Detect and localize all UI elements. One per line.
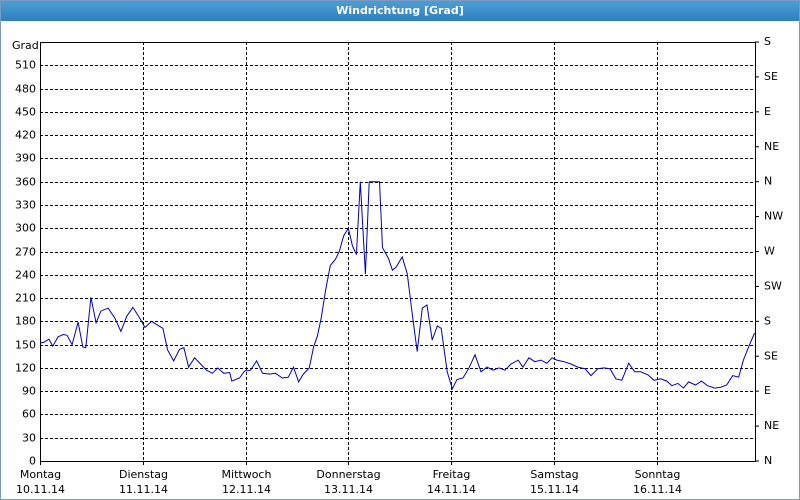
y-tick-label: 90 — [22, 385, 36, 398]
x-tick-label: Donnerstag — [316, 468, 380, 481]
x-tick-label: Freitag — [433, 468, 471, 481]
y2-tick-label: NW — [764, 210, 783, 223]
y2-tick-label: NE — [764, 140, 779, 153]
y2-tick-label: SW — [764, 279, 782, 292]
x-tick-date: 13.11.14 — [324, 483, 373, 496]
y2-tick-label: N — [764, 454, 772, 467]
x-tick-label: Montag — [20, 468, 61, 481]
x-tick-date: 16.11.14 — [633, 483, 682, 496]
y2-tick-label: E — [764, 384, 771, 397]
x-tick-date: 10.11.14 — [16, 483, 65, 496]
y-tick-label: 60 — [22, 408, 36, 421]
plot-frame — [40, 42, 756, 462]
y-tick-label: 210 — [15, 292, 36, 305]
y-tick-label: 360 — [15, 176, 36, 189]
x-tick-label: Mittwoch — [222, 468, 272, 481]
y2-tick-label: N — [764, 175, 772, 188]
y2-tick-label: SE — [764, 70, 778, 83]
y-axis-label: Grad — [12, 39, 39, 52]
x-tick-label: Dienstag — [119, 468, 168, 481]
data-line — [39, 181, 756, 391]
y-tick-label: 420 — [15, 129, 36, 142]
y-tick-label: 480 — [15, 83, 36, 96]
y-tick-label: 120 — [15, 362, 36, 375]
y-tick-label: 150 — [15, 339, 36, 352]
chart-title: Windrichtung [Grad] — [336, 4, 464, 17]
y2-tick-label: SE — [764, 349, 778, 362]
y-tick-label: 510 — [15, 59, 36, 72]
y-tick-label: 270 — [15, 246, 36, 259]
x-tick-date: 12.11.14 — [222, 483, 271, 496]
y2-tick-label: W — [764, 245, 775, 258]
y-tick-label: 180 — [15, 315, 36, 328]
y-tick-label: 450 — [15, 106, 36, 119]
y-tick-label: 240 — [15, 269, 36, 282]
x-tick-date: 14.11.14 — [427, 483, 476, 496]
y-tick-label: 330 — [15, 199, 36, 212]
y-tick-label: 0 — [29, 455, 36, 468]
x-tick-label: Sonntag — [635, 468, 681, 481]
x-tick-label: Samstag — [530, 468, 578, 481]
y-tick-label: 300 — [15, 222, 36, 235]
y2-tick-label: NE — [764, 419, 779, 432]
x-tick-date: 15.11.14 — [530, 483, 579, 496]
y2-tick-label: E — [764, 105, 771, 118]
title-bar — [0, 0, 800, 21]
y2-tick-label: S — [764, 314, 771, 327]
y-tick-label: 30 — [22, 432, 36, 445]
y-tick-label: 390 — [15, 152, 36, 165]
y2-tick-label: S — [764, 35, 771, 48]
x-tick-date: 11.11.14 — [119, 483, 168, 496]
